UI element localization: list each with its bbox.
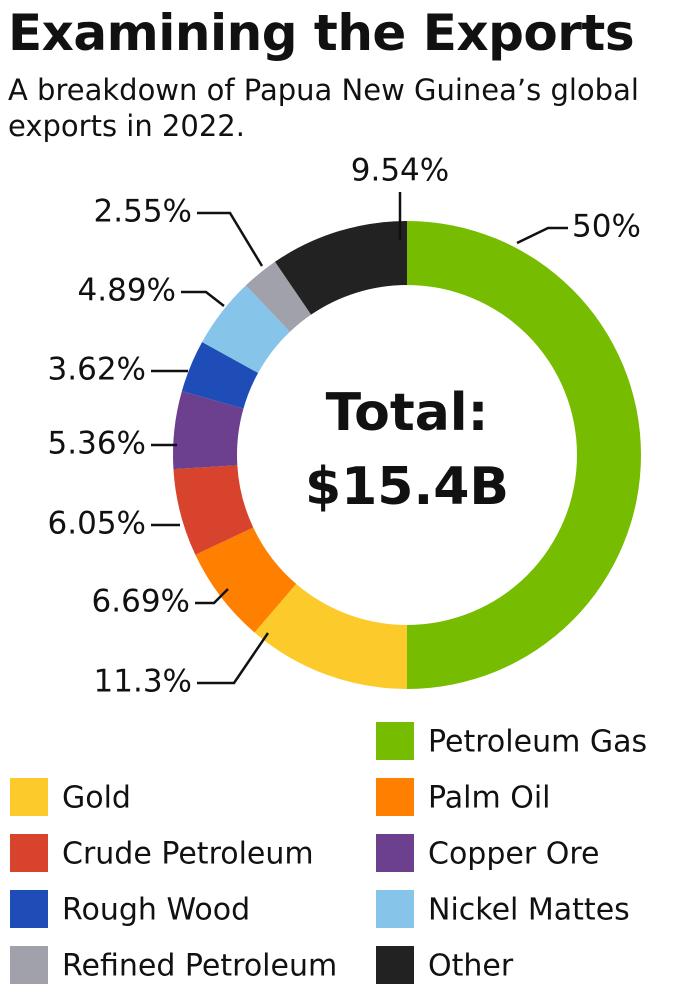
- legend-label: Other: [428, 949, 514, 984]
- leader-line: [197, 632, 270, 685]
- donut-slice: [181, 342, 259, 409]
- legend-label: Gold: [62, 781, 131, 816]
- donut-slice: [407, 221, 641, 689]
- legend-swatch: [376, 722, 414, 760]
- legend-label: Nickel Mattes: [428, 893, 630, 928]
- legend-label: Palm Oil: [428, 781, 551, 816]
- value-label: 3.62%: [48, 352, 146, 388]
- donut-slice: [202, 285, 290, 373]
- leader-line: [195, 588, 229, 605]
- legend-swatch: [10, 834, 48, 872]
- legend-swatch: [10, 890, 48, 928]
- donut-slice: [173, 391, 244, 470]
- legend-swatch: [376, 890, 414, 928]
- donut-slice: [245, 261, 312, 332]
- legend-label: Petroleum Gas: [428, 725, 647, 760]
- value-label: 50%: [572, 209, 641, 245]
- leader-line: [516, 226, 568, 245]
- legend-label: Refined Petroleum: [62, 949, 337, 984]
- chart-title: Examining the Exports: [8, 4, 635, 62]
- value-label: 6.69%: [92, 584, 190, 620]
- value-label: 9.54%: [351, 153, 449, 189]
- value-label: 2.55%: [94, 194, 192, 230]
- legend-swatch: [376, 946, 414, 984]
- legend-swatch: [376, 834, 414, 872]
- leader-line: [181, 290, 225, 307]
- value-label: 4.89%: [78, 273, 176, 309]
- legend-swatch: [376, 778, 414, 816]
- leader-line: [197, 211, 264, 267]
- donut-slice: [254, 583, 407, 689]
- donut-slice: [173, 465, 254, 555]
- legend-label: Copper Ore: [428, 837, 599, 872]
- center-value: $15.4B: [305, 457, 509, 517]
- value-label: 5.36%: [48, 426, 146, 462]
- legend-label: Rough Wood: [62, 893, 250, 928]
- center-label: Total:: [326, 383, 489, 443]
- value-label: 11.3%: [94, 664, 192, 700]
- legend-label: Crude Petroleum: [62, 837, 314, 872]
- legend-swatch: [10, 946, 48, 984]
- value-label: 6.05%: [48, 506, 146, 542]
- donut-slice: [195, 527, 297, 633]
- chart-subtitle: A breakdown of Papua New Guinea’s global…: [8, 73, 639, 143]
- legend-swatch: [10, 778, 48, 816]
- donut-slice: [274, 221, 407, 315]
